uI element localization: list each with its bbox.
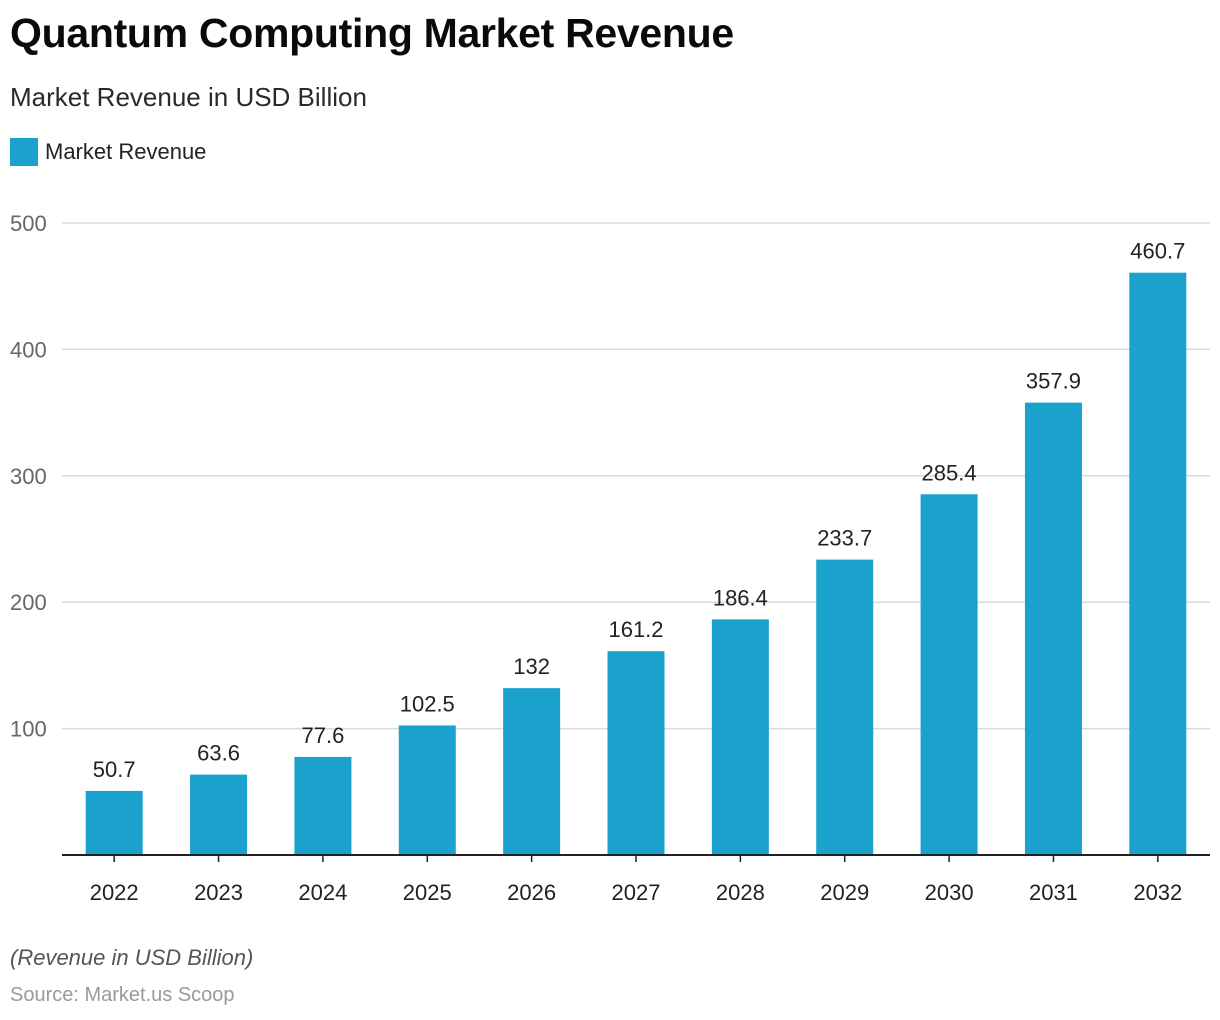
x-tick-label-2030: 2030 (925, 880, 974, 905)
bar-2032 (1129, 272, 1187, 856)
bar-chart: 100 200 300 400 500 50.7 63.6 77.6 102.5 132 161.… (10, 211, 1210, 905)
x-tick-label-2026: 2026 (507, 880, 556, 905)
bar-2023 (190, 774, 248, 855)
x-tick-label-2028: 2028 (716, 880, 765, 905)
x-tick-label-2022: 2022 (90, 880, 139, 905)
bars (85, 272, 1187, 856)
x-tick-label-2031: 2031 (1029, 880, 1078, 905)
bar-2029 (816, 559, 874, 855)
data-label-2030: 285.4 (922, 460, 977, 485)
y-tick-label: 300 (10, 464, 47, 489)
y-tick-label: 400 (10, 337, 47, 362)
data-label-2028: 186.4 (713, 585, 768, 610)
x-tick-label-2032: 2032 (1133, 880, 1182, 905)
bar-2027 (607, 651, 665, 855)
legend-swatch (10, 138, 38, 166)
bar-2028 (711, 619, 769, 855)
chart-title: Quantum Computing Market Revenue (10, 10, 734, 56)
y-tick-label: 200 (10, 590, 47, 615)
data-label-2024: 77.6 (301, 723, 344, 748)
bar-2031 (1024, 402, 1082, 855)
bar-2022 (85, 790, 143, 855)
data-labels: 50.7 63.6 77.6 102.5 132 161.2 186.4 233.7 285.4… (93, 239, 1186, 782)
x-tick-label-2025: 2025 (403, 880, 452, 905)
chart-subtitle: Market Revenue in USD Billion (10, 82, 367, 112)
bar-2025 (398, 725, 456, 855)
y-tick-label: 100 (10, 717, 47, 742)
bar-2030 (920, 494, 978, 855)
data-label-2023: 63.6 (197, 741, 240, 766)
bar-2026 (503, 688, 561, 855)
x-axis: 2022 2023 2024 2025 2026 2027 2028 2029 2030 2031… (62, 854, 1210, 905)
legend: Market Revenue (10, 138, 206, 166)
source-note: Source: Market.us Scoop (10, 984, 235, 1006)
data-label-2022: 50.7 (93, 757, 136, 782)
data-label-2025: 102.5 (400, 691, 455, 716)
data-label-2031: 357.9 (1026, 369, 1081, 394)
x-tick-label-2023: 2023 (194, 880, 243, 905)
data-label-2029: 233.7 (817, 526, 872, 551)
bar-2024 (294, 756, 352, 855)
x-tick-label-2027: 2027 (612, 880, 661, 905)
data-label-2027: 161.2 (608, 617, 663, 642)
x-tick-label-2024: 2024 (298, 880, 347, 905)
footnote: (Revenue in USD Billion) (10, 945, 254, 970)
legend-label: Market Revenue (45, 139, 207, 164)
data-label-2026: 132 (513, 654, 550, 679)
data-label-2032: 460.7 (1130, 239, 1185, 264)
y-axis-ticks: 100 200 300 400 500 (10, 211, 47, 742)
y-tick-label: 500 (10, 211, 47, 236)
x-tick-label-2029: 2029 (820, 880, 869, 905)
